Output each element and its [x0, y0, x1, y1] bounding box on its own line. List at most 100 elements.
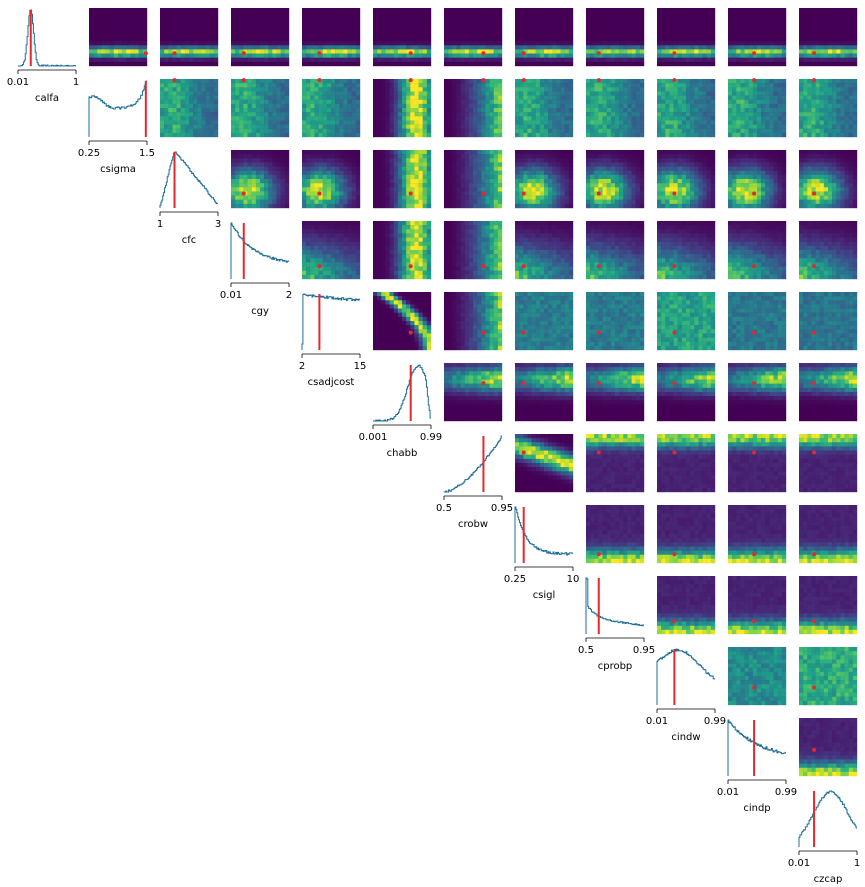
truth-point-cindp-vs-cprobp	[752, 619, 757, 624]
axis-label-crobw: crobw	[458, 519, 488, 530]
tick-label-csadjcost-min: 2	[299, 361, 305, 372]
heatmap-crobw-vs-csigma	[444, 79, 503, 138]
tick-label-czcap-min: 0.01	[788, 858, 810, 869]
heatmap-chabb-vs-cgy	[373, 221, 432, 280]
truth-point-cindp-vs-csigma	[752, 78, 757, 83]
axis-label-chabb: chabb	[387, 448, 418, 459]
heatmap-cindp-vs-cindw	[728, 647, 787, 706]
heatmap-csadjcost-vs-cgy	[302, 221, 361, 280]
axis-label-csadjcost: csadjcost	[308, 377, 355, 388]
axis-label-csigma: csigma	[100, 164, 136, 175]
tick-label-cindp-max: 0.99	[775, 787, 797, 798]
heatmap-cgy-vs-calfa	[231, 8, 290, 67]
truth-point-czcap-vs-cindp	[812, 747, 817, 752]
heatmap-cindp-vs-csigma	[728, 79, 787, 138]
truth-point-cindw-vs-crobw	[672, 450, 677, 455]
truth-point-chabb-vs-calfa	[408, 51, 413, 56]
heatmap-cprobp-vs-calfa	[586, 8, 645, 67]
heatmap-csigl-vs-cfc	[515, 150, 574, 209]
truth-point-cprobp-vs-cfc	[596, 191, 601, 196]
histogram-calfa	[18, 9, 76, 67]
tick-label-cindw-max: 0.99	[704, 716, 726, 727]
heatmap-cprobp-vs-cfc	[586, 150, 645, 209]
heatmap-cindw-vs-csigma	[657, 79, 716, 138]
truth-point-crobw-vs-chabb	[481, 381, 486, 386]
truth-point-czcap-vs-csigma	[812, 78, 817, 83]
axis-label-cfc: cfc	[182, 235, 197, 246]
heatmap-czcap-vs-cgy	[799, 221, 858, 280]
histogram-cfc	[159, 151, 218, 208]
tick-label-czcap-max: 1	[854, 858, 860, 869]
tick-label-csigl-max: 10	[567, 574, 580, 585]
truth-point-csigl-vs-calfa	[521, 51, 526, 56]
truth-point-crobw-vs-csigma	[481, 78, 486, 83]
heatmap-cindw-vs-csadjcost	[657, 292, 716, 351]
truth-point-cindw-vs-cfc	[672, 191, 677, 196]
truth-point-cindp-vs-csigl	[752, 552, 757, 557]
histogram-csigma	[88, 80, 147, 137]
tick-label-crobw-max: 0.95	[491, 503, 513, 514]
heatmap-cprobp-vs-csigma	[586, 79, 645, 138]
heatmap-chabb-vs-csigma	[373, 79, 432, 138]
truth-point-crobw-vs-cfc	[481, 191, 486, 196]
heatmap-crobw-vs-cgy	[444, 221, 503, 280]
tick-label-chabb-max: 0.99	[420, 432, 442, 443]
truth-point-czcap-vs-calfa	[812, 51, 817, 56]
truth-point-csigl-vs-csadjcost	[521, 330, 526, 335]
heatmap-czcap-vs-cindw	[799, 647, 858, 706]
truth-point-czcap-vs-cprobp	[812, 619, 817, 624]
truth-point-csigl-vs-cfc	[521, 191, 526, 196]
heatmap-cindw-vs-crobw	[657, 434, 716, 493]
heatmap-cindw-vs-chabb	[657, 363, 716, 422]
heatmap-crobw-vs-csadjcost	[444, 292, 503, 351]
histogram-crobw	[443, 435, 502, 493]
tick-label-chabb-min: 0.001	[359, 432, 388, 443]
truth-point-czcap-vs-csadjcost	[812, 330, 817, 335]
truth-point-cgy-vs-cfc	[241, 191, 246, 196]
truth-point-chabb-vs-csadjcost	[408, 330, 413, 335]
truth-point-cindw-vs-calfa	[672, 51, 677, 56]
truth-point-csigma-vs-calfa	[143, 51, 148, 56]
axis-label-cindw: cindw	[671, 732, 700, 743]
truth-point-chabb-vs-csigma	[408, 78, 413, 83]
tick-label-cprobp-min: 0.5	[578, 645, 594, 656]
heatmap-cindp-vs-chabb	[728, 363, 787, 422]
truth-point-czcap-vs-csigl	[812, 552, 817, 557]
tick-label-cindp-min: 0.01	[717, 787, 739, 798]
histogram-chabb	[373, 364, 431, 422]
tick-label-crobw-min: 0.5	[436, 503, 452, 514]
truth-point-czcap-vs-cgy	[812, 264, 817, 269]
heatmap-cfc-vs-csigma	[160, 79, 219, 138]
truth-point-cindp-vs-csadjcost	[752, 330, 757, 335]
tick-label-csigma-max: 1.5	[139, 148, 155, 159]
histogram-cindp	[727, 719, 786, 776]
heatmap-csigl-vs-csadjcost	[515, 292, 574, 351]
truth-point-csadjcost-vs-cgy	[317, 264, 322, 269]
axis-label-cgy: cgy	[251, 306, 269, 317]
heatmap-cindp-vs-cfc	[728, 150, 787, 209]
heatmap-cindp-vs-csadjcost	[728, 292, 787, 351]
truth-point-cfc-vs-calfa	[172, 51, 177, 56]
truth-point-cindw-vs-cgy	[672, 264, 677, 269]
heatmap-czcap-vs-csigma	[799, 79, 858, 138]
truth-point-cindp-vs-chabb	[752, 381, 757, 386]
truth-point-csigl-vs-chabb	[521, 381, 526, 386]
heatmap-csigl-vs-crobw	[515, 434, 574, 493]
truth-point-cfc-vs-csigma	[172, 78, 177, 83]
heatmap-chabb-vs-cfc	[373, 150, 432, 209]
tick-label-csadjcost-max: 15	[354, 361, 367, 372]
heatmap-cgy-vs-csigma	[231, 79, 290, 138]
truth-point-cprobp-vs-csadjcost	[596, 330, 601, 335]
heatmap-chabb-vs-calfa	[373, 8, 432, 67]
truth-point-cgy-vs-calfa	[241, 51, 246, 56]
truth-point-cindp-vs-cgy	[752, 264, 757, 269]
truth-point-cgy-vs-csigma	[241, 78, 246, 83]
heatmap-cindp-vs-calfa	[728, 8, 787, 67]
truth-point-czcap-vs-cfc	[812, 191, 817, 196]
heatmap-csadjcost-vs-csigma	[302, 79, 361, 138]
axis-label-czcap: czcap	[814, 874, 843, 885]
heatmap-csigl-vs-chabb	[515, 363, 574, 422]
truth-point-cindw-vs-csadjcost	[672, 330, 677, 335]
truth-point-cindw-vs-csigma	[672, 78, 677, 83]
heatmap-cindw-vs-calfa	[657, 8, 716, 67]
